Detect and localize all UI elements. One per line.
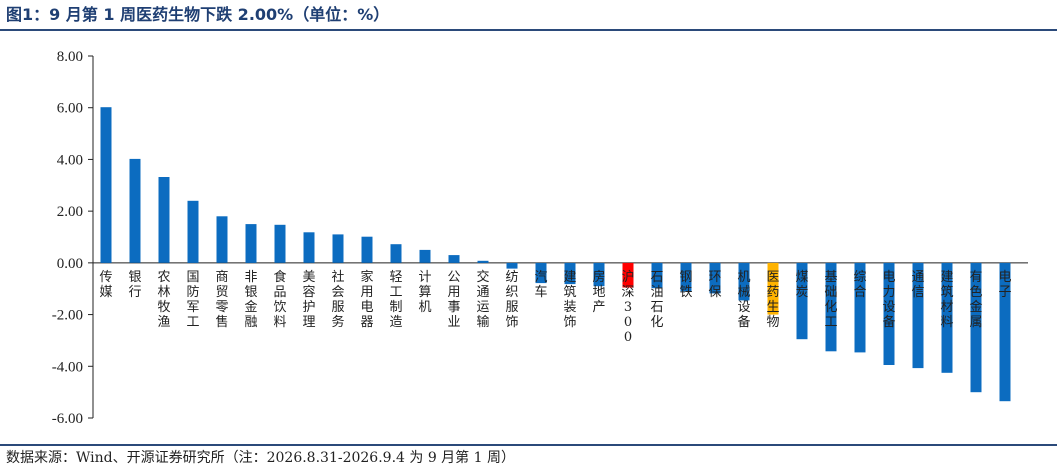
y-tick-label: 2.00 — [57, 204, 83, 220]
bar-31 — [999, 262, 1011, 402]
bar-series — [100, 107, 1011, 402]
bar-26 — [854, 262, 866, 353]
x-tick-label: 房地产 — [592, 269, 605, 315]
bar-17 — [593, 262, 605, 287]
x-tick-label: 计算机 — [418, 270, 431, 315]
y-tick-label: -2.00 — [52, 308, 83, 324]
bar-chart: 8.00 6.00 4.00 2.00 0.00 -2.00 -4.00 -6.00 传媒银行… — [52, 49, 1028, 427]
bar-29 — [941, 262, 953, 373]
bar-30 — [970, 262, 982, 393]
bar-7 — [303, 232, 315, 263]
bar-23 — [767, 262, 779, 315]
bar-5 — [245, 224, 257, 263]
bar-12 — [448, 255, 460, 263]
x-tick-label: 沪深 3 0 0 — [621, 269, 634, 345]
bar-14 — [506, 262, 518, 269]
x-tick-label: 交通运输 — [476, 269, 489, 330]
bar-22 — [738, 262, 750, 301]
x-tick-label: 食品饮料 — [273, 269, 286, 330]
bar-16 — [564, 262, 576, 285]
y-tick-label: -6.00 — [52, 411, 83, 427]
bar-28 — [912, 262, 924, 369]
x-tick-label: 非银金融 — [244, 270, 257, 330]
bar-24 — [796, 262, 808, 340]
bar-18 — [622, 262, 634, 288]
x-tick-label: 公用事业 — [447, 270, 460, 330]
x-tick-label: 综合 — [853, 270, 866, 300]
bar-21 — [709, 262, 721, 294]
x-tick-label: 石油石化 — [650, 270, 663, 330]
x-tick-label: 医药生物 — [766, 270, 779, 330]
x-tick-label: 电子 — [998, 270, 1011, 300]
bar-20 — [680, 262, 692, 292]
x-tick-label: 轻工制造 — [389, 270, 402, 330]
y-tick-label: -4.00 — [52, 359, 83, 375]
y-tick-label: 0.00 — [57, 256, 83, 272]
x-tick-label: 国防军工 — [186, 270, 199, 330]
x-tick-label: 环保 — [708, 270, 721, 300]
bar-11 — [419, 249, 431, 263]
bar-0 — [100, 107, 112, 263]
bar-2 — [158, 177, 170, 263]
bar-13 — [477, 260, 489, 263]
x-tick-label: 机械设备 — [737, 270, 750, 330]
bar-4 — [216, 216, 228, 263]
x-tick-label: 建筑装饰 — [563, 270, 576, 330]
figure-title: 图1：9 月第 1 周医药生物下跌 2.00%（单位：%） — [6, 5, 390, 24]
bar-1 — [129, 158, 141, 263]
x-tick-label: 建筑材料 — [940, 270, 953, 330]
x-tick-label: 汽车 — [534, 270, 547, 300]
y-tick-label: 8.00 — [57, 49, 83, 65]
x-tick-label: 通信 — [911, 270, 924, 300]
bar-10 — [390, 244, 402, 263]
y-tick-label: 6.00 — [57, 101, 83, 117]
x-tick-label: 煤炭 — [795, 270, 808, 300]
x-tick-label: 商贸零售 — [215, 270, 228, 330]
x-tick-label: 传媒 — [99, 270, 112, 300]
bar-8 — [332, 234, 344, 263]
bar-9 — [361, 236, 373, 263]
x-tick-label: 家用电器 — [360, 269, 373, 330]
x-tick-label: 基础化工 — [824, 270, 837, 330]
x-tick-label: 美容护理 — [302, 270, 315, 330]
bar-27 — [883, 262, 895, 365]
bar-6 — [274, 224, 286, 263]
x-tick-label: 电力设备 — [882, 270, 895, 330]
bar-3 — [187, 200, 199, 263]
x-tick-label: 社会服务 — [331, 269, 344, 330]
x-tick-label: 纺织服饰 — [505, 270, 518, 330]
x-tick-label: 有色金属 — [969, 270, 982, 330]
x-tick-label: 钢铁 — [679, 270, 692, 300]
source-divider — [0, 444, 1057, 446]
bar-25 — [825, 262, 837, 352]
source-note: 数据来源：Wind、开源证券研究所（注：2026.8.31-2026.9.4 为… — [6, 450, 515, 466]
y-tick-label: 4.00 — [57, 152, 83, 168]
x-tick-label: 银行 — [128, 270, 141, 300]
title-divider — [0, 29, 1057, 31]
bar-15 — [535, 262, 547, 284]
x-tick-label: 农林牧渔 — [157, 270, 170, 330]
bar-19 — [651, 262, 663, 289]
